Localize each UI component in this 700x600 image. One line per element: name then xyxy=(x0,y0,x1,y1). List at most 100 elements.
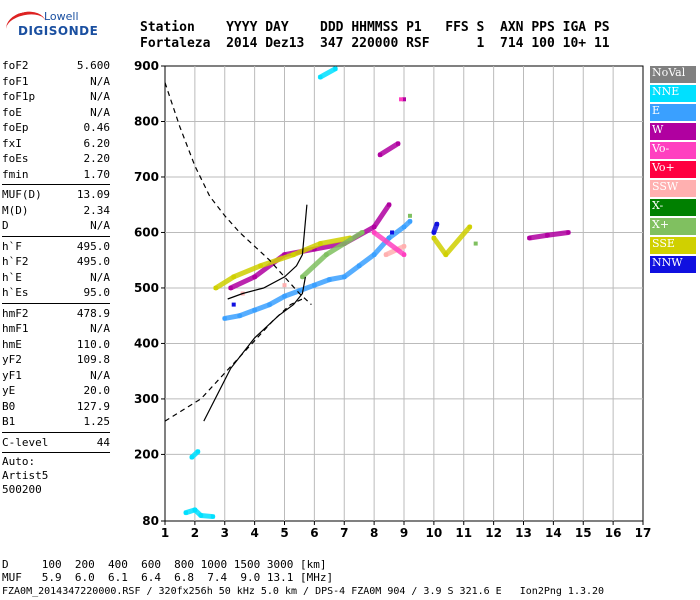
legend-item-e: E xyxy=(650,104,696,121)
param-key: foEp xyxy=(2,121,29,134)
echo-trace-segment xyxy=(377,141,401,158)
echo-trace-segment xyxy=(431,235,449,258)
param-row: h`Es 95.0 xyxy=(2,285,110,301)
x-tick-label: 11 xyxy=(455,526,472,540)
y-tick-label: 600 xyxy=(134,225,159,239)
x-tick-label: 16 xyxy=(605,526,622,540)
param-key: foEs xyxy=(2,152,29,165)
param-key: B0 xyxy=(2,399,16,413)
param-key: foF2 xyxy=(2,59,29,72)
dashed-profile-curve xyxy=(164,298,303,422)
param-value: 495.0 xyxy=(76,239,110,253)
param-row: MUF(D) 13.09 xyxy=(2,187,110,203)
y-tick-label: 400 xyxy=(134,336,159,350)
param-row: h`F2 495.0 xyxy=(2,254,110,270)
echo-trace-segment xyxy=(252,302,273,313)
echo-trace-segment xyxy=(296,282,317,294)
param-row: h`E N/A xyxy=(2,270,110,286)
header-labels: Station YYYY DAY DDD HHMMSS P1 FFS S AXN… xyxy=(140,20,610,35)
auto-scaling-line: 500200 xyxy=(2,483,42,496)
header-values: Fortaleza 2014 Dez13 347 220000 RSF 1 71… xyxy=(140,36,610,51)
param-value: N/A xyxy=(90,368,110,382)
param-key: fxI xyxy=(2,136,22,150)
param-row: foF1 N/A xyxy=(2,74,110,90)
param-row: foEp 0.46 xyxy=(2,120,110,136)
param-row: fmin 1.70 xyxy=(2,167,110,183)
x-tick-label: 10 xyxy=(426,526,443,540)
echo-trace-segment xyxy=(189,449,201,460)
legend-item-ssw: SSW xyxy=(650,180,696,197)
echo-trace-segment xyxy=(222,313,243,321)
param-value: 6.20 xyxy=(83,136,111,150)
param-key: hmE xyxy=(2,337,22,351)
param-key: h`F2 xyxy=(2,255,29,268)
param-key: h`Es xyxy=(2,286,29,299)
echo-trace-segment xyxy=(317,66,338,80)
echo-trace-segment xyxy=(371,202,392,230)
echo-trace-segment xyxy=(341,263,362,280)
param-value: N/A xyxy=(90,270,110,284)
x-tick-label: 12 xyxy=(485,526,502,540)
dashed-profile-curve xyxy=(164,82,312,306)
param-value: N/A xyxy=(90,322,110,335)
legend: NoVal NNE E W Vo- Vo+ SSW X- X+ SSE NNW xyxy=(650,66,696,275)
echo-trace-segment xyxy=(443,224,473,258)
x-tick-label: 14 xyxy=(545,526,562,540)
echo-trace-segment xyxy=(323,229,365,258)
echo-point xyxy=(390,230,395,235)
y-tick-label: 80 xyxy=(142,514,159,528)
param-value: 20.0 xyxy=(83,384,111,397)
param-value: 1.70 xyxy=(83,167,111,181)
footer-distance-row: D 100 200 400 600 800 1000 1500 3000 [km… xyxy=(2,558,327,571)
param-row: B1 1.25 xyxy=(2,414,110,430)
param-row: foEs 2.20 xyxy=(2,151,110,167)
param-row: yF1 N/A xyxy=(2,368,110,384)
y-tick-label: 700 xyxy=(134,170,159,184)
param-value: 5.600 xyxy=(76,59,110,72)
param-row: yE 20.0 xyxy=(2,383,110,399)
y-tick-label: 900 xyxy=(134,59,159,73)
param-row: h`F 495.0 xyxy=(2,239,110,255)
x-tick-label: 2 xyxy=(191,526,199,540)
echo-trace-segment xyxy=(267,293,287,308)
digisonde-logo: Lowell DIGISONDE xyxy=(3,6,126,50)
param-value: 478.9 xyxy=(76,306,110,320)
param-row: yF2 109.8 xyxy=(2,352,110,368)
echo-trace-segment xyxy=(237,307,258,319)
param-value: 495.0 xyxy=(76,255,110,268)
param-key: foF1p xyxy=(2,90,36,103)
param-row: foE N/A xyxy=(2,105,110,121)
x-tick-label: 17 xyxy=(635,526,652,540)
echo-trace-segment xyxy=(311,277,332,288)
legend-item-vo: Vo- xyxy=(650,142,696,159)
echo-trace-segment xyxy=(258,252,296,269)
legend-item-nnw: NNW xyxy=(650,256,696,273)
param-separator xyxy=(2,184,110,185)
logo-digisonde-text: DIGISONDE xyxy=(18,24,99,38)
x-tick-label: 1 xyxy=(161,526,169,540)
param-value: 127.9 xyxy=(76,399,110,413)
echo-point xyxy=(473,241,478,246)
x-tick-label: 3 xyxy=(221,526,229,540)
echo-trace-segment xyxy=(231,263,264,280)
param-key: C-level xyxy=(2,435,49,449)
param-separator xyxy=(2,452,110,453)
param-key: fmin xyxy=(2,167,29,181)
param-row: D N/A xyxy=(2,218,110,234)
echo-trace-segment xyxy=(299,252,329,280)
param-value: N/A xyxy=(90,219,110,232)
param-row: hmF1 N/A xyxy=(2,321,110,337)
param-key: M(D) xyxy=(2,203,29,217)
echo-trace-segment xyxy=(544,229,571,238)
legend-item-x: X- xyxy=(650,199,696,216)
param-row: hmE 110.0 xyxy=(2,337,110,353)
footer-muf-row: MUF 5.9 6.0 6.1 6.4 6.8 7.4 9.0 13.1 [MH… xyxy=(2,571,334,584)
echo-trace-segment xyxy=(401,218,413,230)
param-key: foF1 xyxy=(2,74,29,88)
x-tick-label: 6 xyxy=(310,526,318,540)
param-row: C-level 44 xyxy=(2,435,110,451)
param-key: hmF1 xyxy=(2,322,29,335)
param-value: 44 xyxy=(96,435,110,449)
param-value: 2.20 xyxy=(83,152,111,165)
